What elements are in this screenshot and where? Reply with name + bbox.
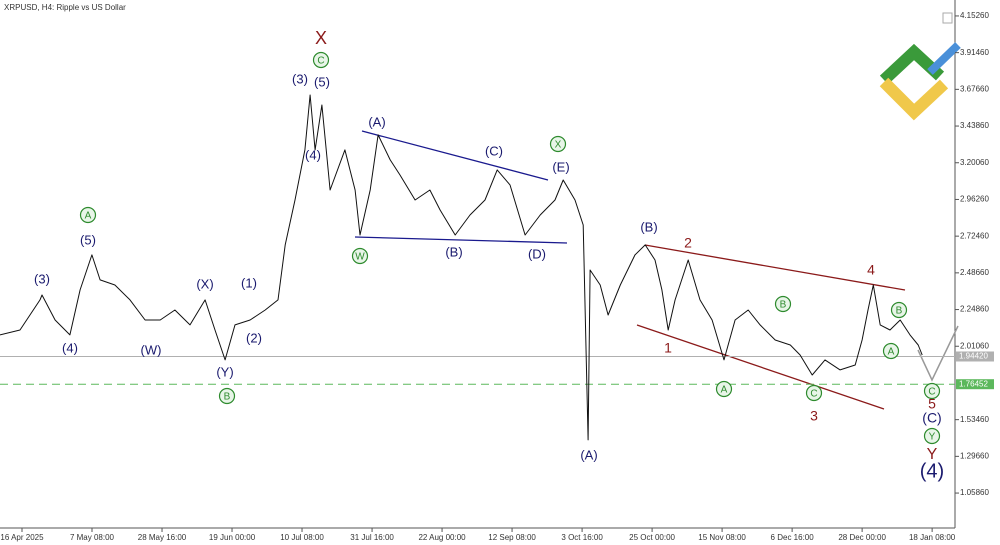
projection [917,325,959,382]
wave-label: 5 [928,396,936,412]
x-tick-label: 7 May 08:00 [70,533,115,542]
wave-label: (C) [485,143,503,158]
wave-circle [79,206,97,224]
wave-label: (W) [141,342,162,357]
wave-circle [882,342,900,360]
price-line-series [0,94,923,441]
y-tick-label: 3.91460 [960,48,989,57]
wave-label: C [810,389,817,400]
wave-label: A [721,385,728,396]
trend-lines [354,130,959,410]
wave-label: B [224,392,231,403]
logo [879,42,961,121]
wave-circle [715,380,733,398]
wave-label: B [780,300,787,311]
wave-label: X [315,28,327,48]
wave-label: (X) [196,276,213,291]
y-tick-label: 3.67660 [960,84,989,93]
wave-circle [923,382,941,400]
wave-label: (A) [580,447,597,462]
logo-yellow [879,77,949,121]
wave-label: 2 [684,235,692,251]
wave-label: (E) [552,159,569,174]
wave-label: 3 [810,408,818,424]
y-tick-label: 2.01060 [960,341,989,350]
wave-circle [774,295,792,313]
wave-label: (4) [62,340,78,355]
wave-circle [549,135,567,153]
y-tick-label: 2.24860 [960,305,989,314]
wave-label: (4) [920,460,944,482]
y-tick-label: 3.20060 [960,158,989,167]
wave-circle [218,387,236,405]
wave-label: C [928,387,935,398]
wave-label: (D) [528,246,546,261]
wave-label: (A) [368,114,385,129]
wave-label: (5) [314,74,330,89]
wave-label: Y [929,432,936,443]
y-tick-label: 2.96260 [960,195,989,204]
wave-label: B [896,306,903,317]
wave-circle [805,384,823,402]
wave-label: (B) [445,244,462,259]
x-tick-label: 6 Dec 16:00 [771,533,815,542]
wave-label: (3) [34,271,50,286]
x-tick-label: 3 Oct 16:00 [561,533,603,542]
y-tick-label: 1.29660 [960,451,989,460]
wave-label: (4) [305,147,321,162]
wave-circle [923,427,941,445]
x-tick-label: 31 Jul 16:00 [350,533,394,542]
y-tick-label: 4.15260 [960,11,989,20]
x-tick-label: 10 Jul 08:00 [280,533,324,542]
wave-circle [890,301,908,319]
chart-title: XRPUSD, H4: Ripple vs US Dollar [4,3,126,12]
x-tick-label: 16 Apr 2025 [0,533,44,542]
wave-label: A [888,347,895,358]
x-tick-label: 28 Dec 00:00 [838,533,886,542]
wave-label: A [85,211,92,222]
trend-line [361,130,549,181]
y-tick-label: 1.05860 [960,488,989,497]
wave-label: (1) [241,275,257,290]
x-tick-label: 18 Jan 08:00 [909,533,956,542]
plot: 4.15260 3.91460 3.67660 3.43860 3.20060 2.962… [0,11,994,542]
wave-label: C [317,56,324,67]
wave-label: (5) [80,232,96,247]
wave-label: (B) [640,219,657,234]
price-label-box [956,379,994,390]
x-tick-label: 22 Aug 00:00 [418,533,466,542]
logo-blue [927,42,961,75]
wave-circle [312,51,330,69]
chart-button[interactable] [942,12,953,24]
y-tick-label: 2.48660 [960,268,989,277]
price-label: 1.76452 [959,379,988,388]
wave-label: (C) [922,410,941,426]
price-label: 1.94420 [959,352,988,361]
y-tick-label: 3.43860 [960,121,989,130]
x-tick-label: 25 Oct 00:00 [629,533,675,542]
y-tick-label: 1.53460 [960,415,989,424]
x-tick-label: 15 Nov 08:00 [698,533,746,542]
wave-label: Y [927,446,938,463]
wave-label: X [555,140,562,151]
x-tick-label: 19 Jun 00:00 [209,533,256,542]
wave-label: W [355,252,365,263]
wave-label: 1 [664,340,672,356]
wave-label: 4 [867,262,875,278]
wave-label: (Y) [216,364,233,379]
trend-line [636,324,885,410]
wave-circle [351,247,369,265]
y-tick-label: 2.72460 [960,231,989,240]
price-label-box [956,351,994,362]
trend-line [354,236,568,244]
trend-line [644,244,906,291]
x-tick-label: 12 Sep 08:00 [488,533,536,542]
wave-label: (2) [246,330,262,345]
x-tick-label: 28 May 16:00 [138,533,187,542]
wave-label: (3) [292,71,308,86]
